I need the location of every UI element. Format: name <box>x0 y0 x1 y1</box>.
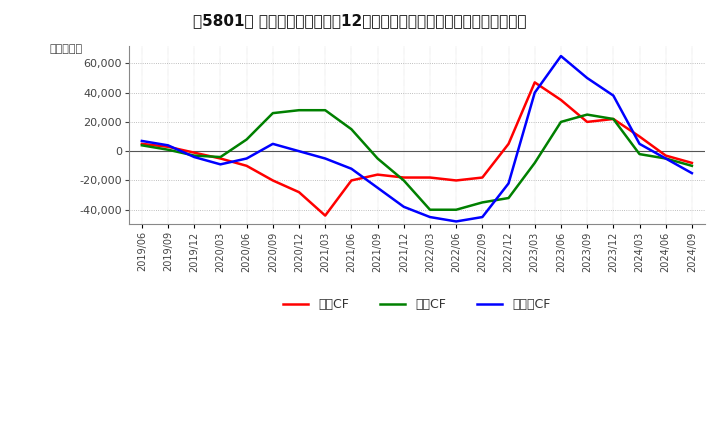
営業CF <box>216 156 225 161</box>
投資CF <box>478 200 487 205</box>
投資CF <box>400 178 408 183</box>
投資CF <box>347 127 356 132</box>
フリーCF <box>504 181 513 186</box>
営業CF <box>609 116 618 121</box>
フリーCF <box>609 93 618 98</box>
営業CF <box>190 150 199 155</box>
Legend: 営業CF, 投資CF, フリーCF: 営業CF, 投資CF, フリーCF <box>278 293 556 316</box>
営業CF <box>269 178 277 183</box>
営業CF <box>400 175 408 180</box>
投資CF <box>294 107 303 113</box>
投資CF <box>531 160 539 165</box>
営業CF <box>452 178 461 183</box>
営業CF <box>557 97 565 103</box>
Line: 営業CF: 営業CF <box>142 82 692 216</box>
営業CF <box>321 213 330 218</box>
Y-axis label: （百万円）: （百万円） <box>50 44 83 55</box>
投資CF <box>688 163 696 169</box>
フリーCF <box>138 138 146 143</box>
営業CF <box>478 175 487 180</box>
営業CF <box>163 144 172 150</box>
投資CF <box>269 110 277 116</box>
投資CF <box>373 156 382 161</box>
投資CF <box>163 147 172 152</box>
投資CF <box>504 195 513 201</box>
投資CF <box>609 116 618 121</box>
フリーCF <box>557 53 565 59</box>
営業CF <box>138 141 146 147</box>
営業CF <box>373 172 382 177</box>
フリーCF <box>582 75 591 81</box>
営業CF <box>582 119 591 125</box>
投資CF <box>190 153 199 158</box>
営業CF <box>347 178 356 183</box>
営業CF <box>635 134 644 139</box>
投資CF <box>557 119 565 125</box>
フリーCF <box>635 141 644 147</box>
フリーCF <box>243 156 251 161</box>
投資CF <box>138 143 146 148</box>
フリーCF <box>163 143 172 148</box>
営業CF <box>426 175 434 180</box>
営業CF <box>531 80 539 85</box>
フリーCF <box>478 214 487 220</box>
投資CF <box>321 107 330 113</box>
営業CF <box>688 160 696 165</box>
フリーCF <box>531 90 539 95</box>
フリーCF <box>321 156 330 161</box>
フリーCF <box>426 214 434 220</box>
投資CF <box>452 207 461 213</box>
フリーCF <box>452 219 461 224</box>
Line: 投資CF: 投資CF <box>142 110 692 210</box>
投資CF <box>582 112 591 117</box>
Text: 【5801】 キャッシュフローの12か月移動合計の対前年同期増減額の推移: 【5801】 キャッシュフローの12か月移動合計の対前年同期増減額の推移 <box>193 13 527 28</box>
投資CF <box>426 207 434 213</box>
フリーCF <box>373 185 382 191</box>
営業CF <box>504 141 513 147</box>
投資CF <box>216 154 225 160</box>
投資CF <box>243 137 251 142</box>
投資CF <box>635 151 644 157</box>
Line: フリーCF: フリーCF <box>142 56 692 221</box>
営業CF <box>294 190 303 195</box>
フリーCF <box>662 156 670 161</box>
フリーCF <box>688 171 696 176</box>
フリーCF <box>347 166 356 172</box>
フリーCF <box>190 154 199 160</box>
フリーCF <box>400 204 408 209</box>
営業CF <box>243 163 251 169</box>
投資CF <box>662 156 670 161</box>
フリーCF <box>294 149 303 154</box>
フリーCF <box>216 162 225 167</box>
フリーCF <box>269 141 277 147</box>
営業CF <box>662 153 670 158</box>
